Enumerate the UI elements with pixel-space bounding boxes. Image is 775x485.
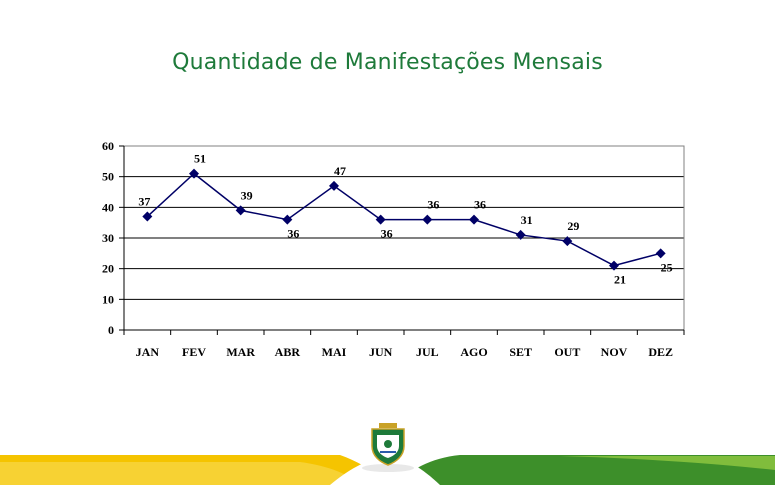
data-point-marker — [142, 211, 153, 222]
data-label: 51 — [194, 152, 206, 166]
data-labels: 37 51 39 36 47 36 36 36 31 29 21 25 — [138, 152, 672, 287]
data-point-marker — [469, 214, 479, 225]
y-tick-label: 60 — [102, 139, 114, 153]
data-label: 31 — [521, 213, 533, 227]
y-tick-label: 20 — [102, 262, 114, 276]
data-point-marker — [655, 248, 666, 259]
x-tick-label: MAR — [226, 345, 255, 359]
data-label: 21 — [614, 273, 626, 287]
x-tick-labels: JAN FEV MAR ABR MAI JUN JUL AGO SET OUT NOV DEZ — [136, 345, 673, 359]
data-point-marker — [235, 205, 246, 216]
data-point-marker — [375, 214, 386, 225]
x-tick-label: FEV — [182, 345, 206, 359]
y-tick-label: 40 — [102, 200, 114, 214]
data-label: 37 — [138, 195, 150, 209]
chart-gridlines — [124, 176, 684, 300]
x-tick-label: SET — [509, 345, 532, 359]
footer-green-band-light — [560, 456, 775, 470]
data-point-marker — [189, 168, 199, 179]
x-tick-label: JUN — [369, 345, 393, 359]
x-tick-label: AGO — [460, 345, 487, 359]
x-tick-label: JUL — [416, 345, 439, 359]
series-line — [146, 172, 661, 267]
data-point-marker — [329, 180, 339, 191]
x-tick-label: ABR — [275, 345, 301, 359]
footer-yellow-band-light — [0, 462, 360, 485]
data-label: 29 — [567, 219, 579, 233]
y-tick-label: 30 — [102, 231, 114, 245]
data-markers — [142, 168, 666, 271]
chart-axes — [119, 145, 685, 335]
footer-green-band — [395, 455, 775, 485]
page-title: Quantidade de Manifestações Mensais — [172, 50, 603, 75]
data-label: 36 — [474, 198, 486, 212]
x-tick-label: NOV — [601, 345, 628, 359]
data-label: 39 — [241, 188, 253, 202]
y-tick-label: 10 — [102, 292, 114, 306]
y-tick-label: 0 — [108, 323, 114, 337]
y-tick-labels: 0 10 20 30 40 50 60 — [102, 139, 114, 337]
x-tick-label: MAI — [322, 345, 347, 359]
data-label: 25 — [661, 260, 673, 274]
data-label: 47 — [334, 164, 346, 178]
y-tick-label: 50 — [102, 170, 114, 184]
data-point-marker — [422, 214, 433, 225]
data-label: 36 — [381, 227, 393, 241]
x-tick-label: DEZ — [648, 345, 673, 359]
data-label: 36 — [427, 198, 439, 212]
data-point-marker — [609, 260, 619, 271]
data-point-marker — [515, 229, 526, 240]
x-tick-label: OUT — [554, 345, 580, 359]
data-point-marker — [562, 236, 573, 247]
state-coat-of-arms-icon — [362, 423, 414, 472]
x-tick-label: JAN — [136, 345, 160, 359]
data-point-marker — [282, 214, 293, 225]
data-label: 36 — [287, 227, 299, 241]
data-series — [146, 172, 661, 267]
